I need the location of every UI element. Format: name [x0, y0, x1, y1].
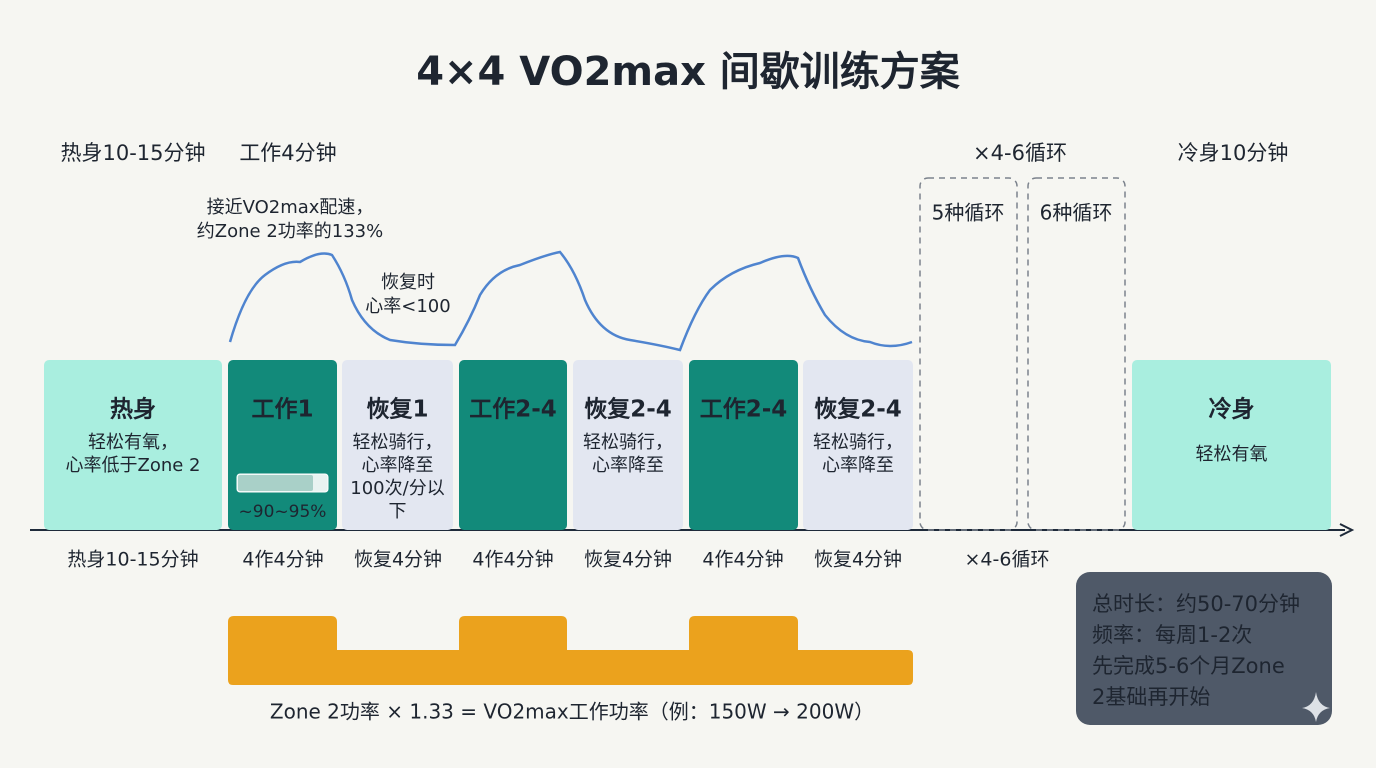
bottom-label: 4作4分钟 [242, 549, 323, 571]
phase-desc: 轻松骑行， [813, 432, 903, 453]
intensity-label: ~90~95% [239, 502, 327, 522]
phase-block [342, 360, 453, 530]
phase-desc: 轻松骑行， [583, 432, 673, 453]
phase-title: 工作2-4 [469, 397, 557, 423]
summary-box [1076, 572, 1332, 725]
annotation: 恢复时 [381, 272, 435, 293]
annotation: 接近VO2max配速， [207, 197, 374, 218]
phase-block [689, 360, 798, 530]
phase-desc: 心率降至 [822, 455, 894, 476]
top-label: 工作4分钟 [239, 141, 336, 165]
phase-title: 工作2-4 [700, 397, 788, 423]
phase-desc: 心率降至 [592, 455, 664, 476]
phase-desc: 轻松有氧， [88, 432, 178, 453]
phase-block [459, 360, 567, 530]
phase-title: 恢复2-4 [814, 396, 902, 423]
summary-line: 2基础再开始 [1092, 685, 1210, 709]
title: 4×4 VO2max 间歇训练方案 [416, 49, 961, 95]
loop-label: 5种循环 [932, 201, 1005, 225]
power-profile [228, 616, 913, 685]
intensity-fill [238, 475, 313, 491]
loop-label: 6种循环 [1040, 201, 1113, 225]
phase-block [573, 360, 683, 530]
axis-arrow [1339, 523, 1355, 537]
bottom-label: 恢复4分钟 [814, 549, 902, 571]
heart-rate-curve [228, 250, 913, 352]
top-label: 冷身10分钟 [1178, 141, 1289, 165]
phase-title: 恢复2-4 [584, 396, 672, 423]
top-label: 热身10-15分钟 [60, 141, 205, 165]
bottom-label: 4作4分钟 [702, 549, 783, 571]
phase-title: 冷身 [1209, 396, 1255, 423]
phase-title: 热身 [110, 396, 156, 423]
phase-block [803, 360, 913, 530]
summary-line: 先完成5-6个月Zone [1092, 654, 1285, 678]
phase-desc: 轻松骑行， [353, 432, 443, 453]
phase-block [44, 360, 222, 530]
annotation: 约Zone 2功率的133% [197, 221, 383, 242]
phase-title: 恢复1 [366, 396, 428, 423]
bottom-label: 恢复4分钟 [354, 549, 442, 571]
phase-desc: 心率低于Zone 2 [66, 455, 201, 476]
phase-desc: 下 [389, 501, 407, 522]
bottom-label: ×4-6循环 [965, 549, 1050, 571]
phase-desc: 心率降至 [362, 455, 434, 476]
annotation: 心率<100 [365, 296, 450, 317]
summary-line: 频率：每周1-2次 [1092, 623, 1252, 647]
phase-desc: 轻松有氧 [1196, 444, 1268, 465]
phase-block [1132, 360, 1331, 530]
phase-title: 工作1 [251, 397, 313, 423]
summary-line: 总时长：约50-70分钟 [1092, 592, 1300, 616]
bottom-label: 恢复4分钟 [584, 549, 672, 571]
bottom-label: 热身10-15分钟 [67, 549, 198, 571]
top-label: ×4-6循环 [973, 141, 1067, 165]
sparkle-icon [1302, 692, 1330, 722]
formula: Zone 2功率 × 1.33 = VO2max工作功率（例：150W → 20… [270, 700, 874, 724]
phase-desc: 100次/分以 [350, 478, 444, 499]
bottom-label: 4作4分钟 [472, 549, 553, 571]
